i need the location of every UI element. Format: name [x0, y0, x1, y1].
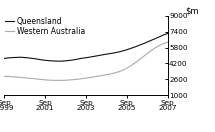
- Western Australia: [67, 79, 69, 81]
- Western Australia: [115, 72, 117, 73]
- Western Australia: [55, 80, 57, 81]
- Queensland: [47, 60, 49, 61]
- Queensland: [3, 58, 6, 59]
- Queensland: [115, 52, 117, 53]
- Western Australia: [79, 78, 81, 80]
- Western Australia: [47, 79, 49, 81]
- Western Australia: [103, 74, 105, 76]
- Queensland: [19, 56, 22, 58]
- Western Australia: [162, 43, 165, 44]
- Western Australia: [154, 47, 157, 48]
- Queensland: [127, 49, 129, 50]
- Queensland: [99, 55, 101, 56]
- Western Australia: [135, 62, 137, 63]
- Western Australia: [35, 78, 37, 80]
- Queensland: [15, 57, 18, 58]
- Western Australia: [11, 76, 14, 77]
- Western Australia: [91, 76, 93, 78]
- Western Australia: [111, 73, 113, 74]
- Western Australia: [3, 76, 6, 77]
- Queensland: [71, 59, 73, 61]
- Western Australia: [166, 41, 169, 43]
- Western Australia: [75, 79, 77, 80]
- Western Australia: [138, 58, 141, 60]
- Western Australia: [59, 80, 61, 81]
- Queensland: [166, 33, 169, 34]
- Queensland: [103, 54, 105, 55]
- Queensland: [154, 38, 157, 39]
- Queensland: [158, 36, 161, 37]
- Western Australia: [51, 79, 53, 81]
- Queensland: [75, 59, 77, 60]
- Western Australia: [150, 49, 153, 51]
- Queensland: [95, 55, 97, 57]
- Queensland: [79, 58, 81, 59]
- Queensland: [11, 57, 14, 58]
- Queensland: [150, 39, 153, 41]
- Queensland: [43, 59, 45, 61]
- Queensland: [107, 53, 109, 55]
- Western Australia: [43, 79, 45, 81]
- Western Australia: [31, 78, 34, 79]
- Legend: Queensland, Western Australia: Queensland, Western Australia: [5, 17, 85, 36]
- Western Australia: [119, 71, 121, 72]
- Queensland: [59, 60, 61, 62]
- Western Australia: [27, 77, 29, 79]
- Queensland: [7, 57, 10, 59]
- Western Australia: [99, 75, 101, 77]
- Y-axis label: $m: $m: [185, 7, 198, 16]
- Western Australia: [7, 76, 10, 77]
- Western Australia: [19, 77, 22, 78]
- Queensland: [111, 52, 113, 54]
- Queensland: [51, 60, 53, 62]
- Western Australia: [23, 77, 26, 79]
- Queensland: [119, 51, 121, 52]
- Queensland: [135, 46, 137, 47]
- Western Australia: [39, 79, 41, 80]
- Queensland: [146, 41, 149, 43]
- Western Australia: [63, 79, 65, 81]
- Queensland: [27, 57, 29, 59]
- Western Australia: [87, 77, 89, 79]
- Queensland: [83, 57, 85, 59]
- Line: Queensland: Queensland: [4, 34, 168, 61]
- Western Australia: [146, 52, 149, 54]
- Queensland: [143, 43, 145, 44]
- Western Australia: [83, 78, 85, 79]
- Queensland: [67, 60, 69, 61]
- Queensland: [35, 58, 37, 60]
- Western Australia: [15, 76, 18, 78]
- Queensland: [131, 47, 133, 49]
- Western Australia: [71, 79, 73, 81]
- Line: Western Australia: Western Australia: [4, 42, 168, 80]
- Western Australia: [95, 76, 97, 77]
- Queensland: [63, 60, 65, 62]
- Queensland: [123, 50, 125, 51]
- Western Australia: [143, 55, 145, 57]
- Queensland: [162, 34, 165, 36]
- Western Australia: [123, 69, 125, 70]
- Queensland: [91, 56, 93, 58]
- Queensland: [23, 57, 26, 58]
- Queensland: [87, 57, 89, 58]
- Queensland: [138, 44, 141, 46]
- Queensland: [55, 60, 57, 62]
- Western Australia: [158, 45, 161, 46]
- Western Australia: [107, 74, 109, 75]
- Western Australia: [127, 67, 129, 68]
- Queensland: [39, 59, 41, 60]
- Queensland: [31, 58, 34, 59]
- Western Australia: [131, 64, 133, 66]
